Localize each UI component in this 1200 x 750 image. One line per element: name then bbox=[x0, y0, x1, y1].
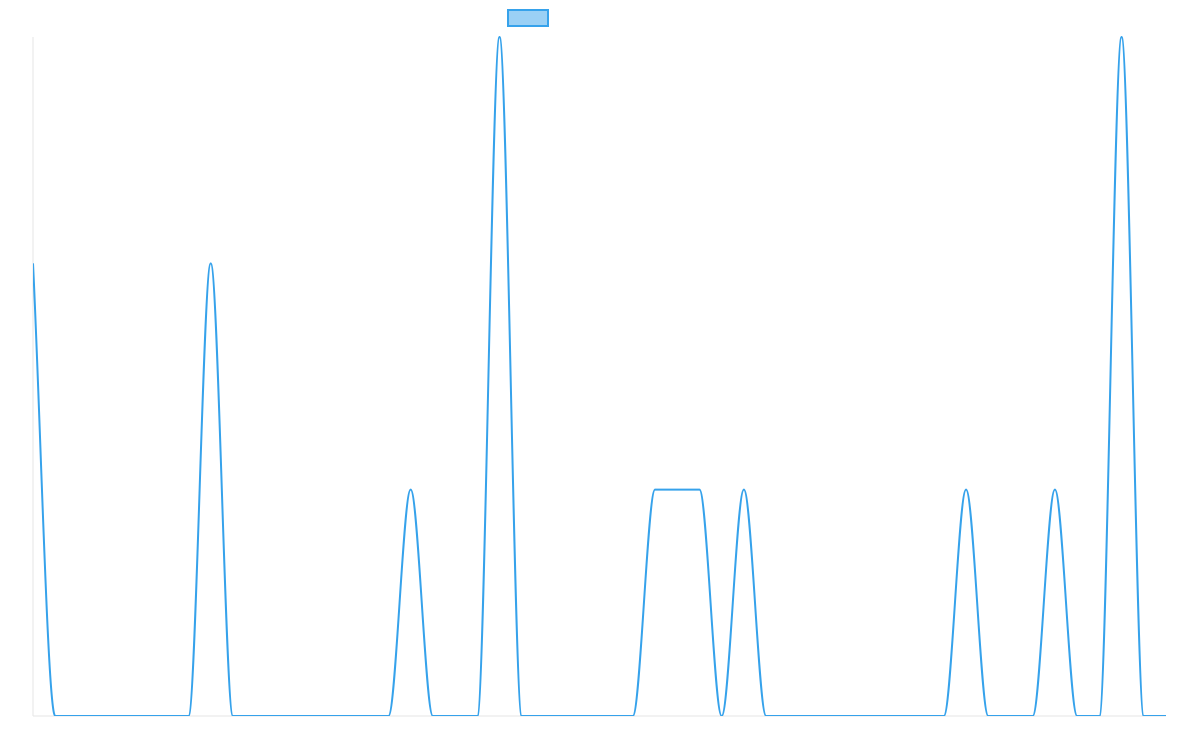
chart-legend[interactable] bbox=[507, 9, 549, 27]
series-line bbox=[33, 35, 1166, 716]
legend-swatch[interactable] bbox=[507, 9, 549, 27]
chart-series bbox=[33, 35, 1166, 716]
